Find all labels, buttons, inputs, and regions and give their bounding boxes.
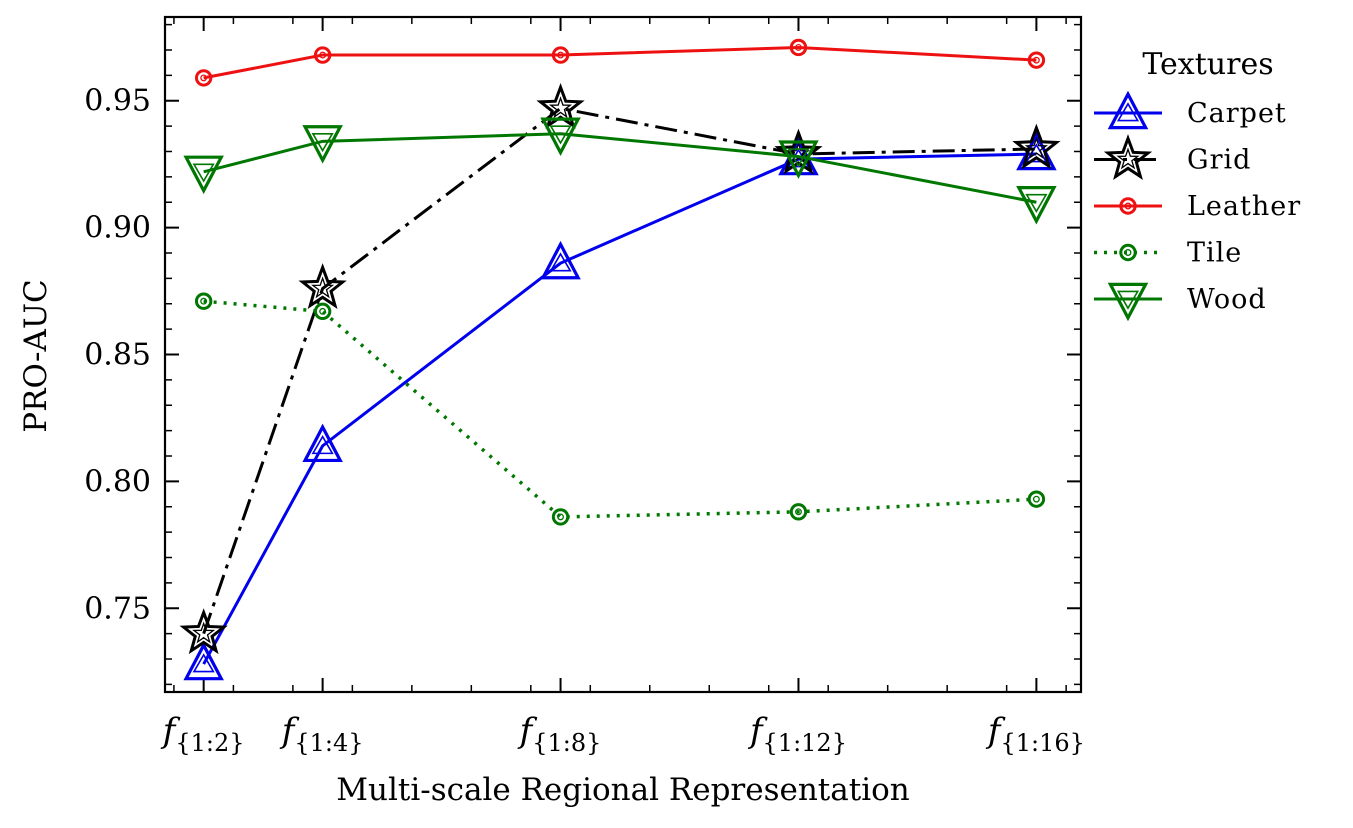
series-line-tile: [203, 299, 1037, 519]
data-point-grid: [298, 263, 347, 310]
data-point-leather: [789, 38, 808, 57]
series-line-leather: [203, 45, 1037, 80]
data-point-carpet: [302, 423, 343, 463]
plot-area-border: [163, 15, 1083, 694]
data-point-wood: [1016, 186, 1057, 225]
data-point-tile: [551, 508, 570, 526]
x-tick-label: f{1:4}: [279, 711, 364, 757]
series-line-grid: [202, 106, 1037, 635]
data-point-leather: [1027, 51, 1046, 69]
data-point-tile: [789, 503, 808, 521]
y-tick-label: 0.90: [84, 211, 151, 246]
legend-item-grid: Grid: [1094, 134, 1251, 181]
legend-item-tile: Tile: [1094, 238, 1242, 269]
legend: Textures Carpet Grid Leather Tile Wood: [1094, 47, 1301, 322]
legend-marker: [1119, 197, 1137, 215]
x-tick-label: f{1:8}: [517, 711, 602, 757]
y-tick-label: 0.75: [84, 591, 151, 626]
y-tick-label: 0.95: [84, 84, 151, 119]
data-point-grid: [179, 608, 228, 655]
legend-marker: [1103, 134, 1153, 181]
data-point-carpet: [540, 240, 581, 280]
series-layer: [179, 38, 1061, 681]
legend-item-carpet: Carpet: [1094, 90, 1287, 130]
series-wood: [183, 117, 1057, 225]
x-tick-label: f{1:2}: [160, 711, 245, 757]
data-point-grid: [1012, 123, 1061, 170]
y-axis-label: PRO-AUC: [18, 279, 54, 432]
series-grid: [179, 82, 1061, 655]
data-point-tile: [194, 292, 213, 310]
legend-item-leather: Leather: [1094, 191, 1301, 222]
y-tick-label: 0.80: [84, 464, 151, 499]
data-point-wood: [540, 117, 581, 157]
data-point-wood: [302, 125, 343, 164]
series-line-wood: [203, 132, 1037, 204]
data-point-leather: [313, 46, 332, 64]
data-point-grid: [536, 82, 585, 129]
series-carpet: [183, 131, 1057, 681]
x-tick-label: f{1:16}: [985, 711, 1085, 757]
legend-title: Textures: [1142, 47, 1273, 82]
plot-frame: [163, 15, 1083, 694]
legend-label: Grid: [1187, 145, 1251, 176]
x-axis-label: Multi-scale Regional Representation: [336, 772, 910, 808]
data-point-tile: [1027, 490, 1046, 508]
legend-label: Wood: [1187, 284, 1267, 315]
x-tick-label: f{1:12}: [747, 711, 847, 757]
data-point-tile: [313, 302, 332, 321]
legend-marker: [1107, 90, 1149, 130]
series-tile: [194, 292, 1046, 526]
data-point-leather: [551, 46, 570, 64]
series-leather: [194, 38, 1046, 87]
legend-marker: [1119, 243, 1137, 262]
series-line-carpet: [202, 152, 1037, 665]
data-point-wood: [778, 140, 819, 179]
legend-label: Leather: [1187, 191, 1301, 222]
axis-ticks: [165, 17, 1081, 692]
legend-marker: [1107, 282, 1149, 322]
legend-item-wood: Wood: [1094, 282, 1267, 322]
x-tick-labels: f{1:2} f{1:4} f{1:8} f{1:12} f{1:16}: [160, 711, 1085, 757]
data-point-leather: [194, 69, 213, 87]
y-tick-label: 0.85: [84, 338, 151, 373]
legend-label: Carpet: [1187, 98, 1287, 129]
legend-label: Tile: [1187, 238, 1242, 269]
data-point-wood: [183, 155, 224, 195]
data-point-carpet: [183, 641, 224, 681]
y-tick-labels: 0.75 0.80 0.85 0.90 0.95: [84, 84, 151, 627]
